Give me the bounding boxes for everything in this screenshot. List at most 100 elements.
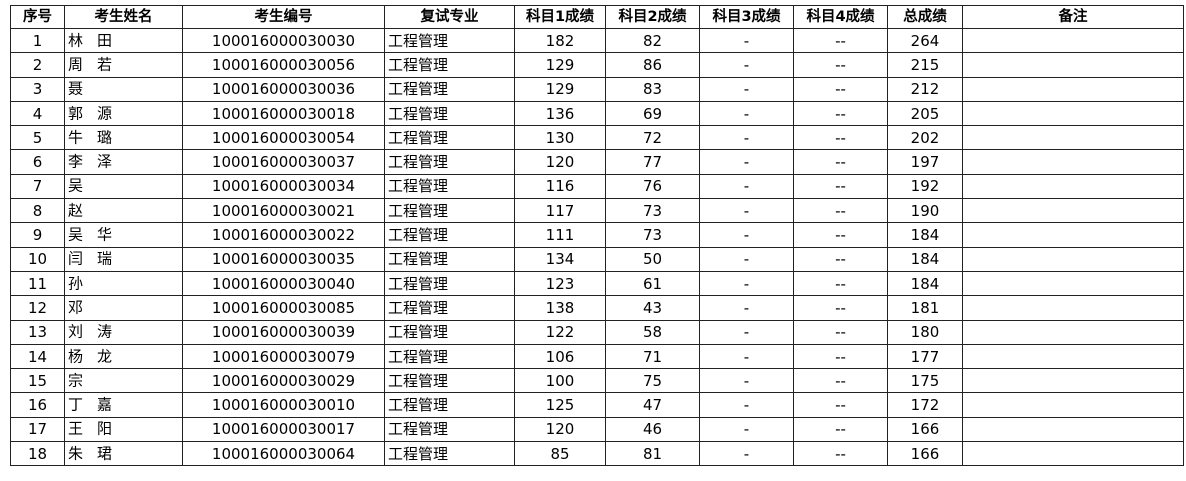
given-name: 嘉 [97, 395, 113, 414]
cell-subject4: -- [793, 100, 888, 127]
cell-total: 180 [887, 319, 963, 345]
cell-subject4: -- [793, 416, 888, 443]
cell-subject4: -- [793, 198, 888, 224]
header-subject1: 科目1成绩 [514, 5, 606, 29]
cell-total: 197 [887, 149, 963, 175]
cell-subject1: 116 [514, 173, 606, 200]
given-name: 瑞 [97, 249, 113, 268]
cell-id: 100016000030085 [182, 295, 385, 321]
surname: 杨 [68, 347, 84, 365]
name-mask [83, 176, 98, 197]
cell-subject2: 77 [605, 149, 700, 175]
cell-major: 工程管理 [384, 319, 515, 345]
cell-note [962, 392, 1184, 418]
cell-id: 100016000030018 [182, 100, 385, 127]
cell-seq: 5 [10, 125, 65, 151]
cell-total: 192 [887, 173, 963, 200]
cell-total: 166 [887, 416, 963, 443]
name-mask [83, 103, 98, 124]
name-mask [83, 127, 98, 148]
cell-name: 牛璐 [64, 125, 183, 151]
cell-subject1: 129 [514, 76, 606, 102]
cell-total: 172 [887, 392, 963, 418]
name-mask [83, 54, 98, 75]
cell-note [962, 319, 1184, 345]
score-table: 序号 考生姓名 考生编号 复试专业 科目1成绩 科目2成绩 科目3成绩 科目4成绩 总成绩 备注 … [10, 5, 1184, 467]
cell-major: 工程管理 [384, 416, 515, 443]
cell-subject3: - [699, 76, 794, 102]
cell-major: 工程管理 [384, 246, 515, 272]
surname: 闫 [68, 249, 84, 268]
name-mask [83, 225, 98, 246]
name-mask [83, 249, 98, 270]
cell-id: 100016000030037 [182, 149, 385, 175]
cell-name: 丁嘉 [64, 392, 183, 418]
table-row: 8 赵 100016000030021 工程管理 117 73- -- 190 [10, 198, 1184, 224]
cell-subject1: 138 [514, 295, 606, 321]
cell-id: 100016000030039 [182, 319, 385, 345]
header-id: 考生编号 [182, 5, 385, 29]
header-seq: 序号 [10, 5, 65, 29]
cell-major: 工程管理 [384, 149, 515, 175]
name-mask [83, 443, 98, 464]
table-row: 2 周若 100016000030056 工程管理 129 86- -- 215 [10, 52, 1184, 78]
cell-subject2: 75 [605, 368, 700, 394]
surname: 聂 [68, 79, 84, 98]
cell-subject1: 136 [514, 100, 606, 127]
cell-major: 工程管理 [384, 100, 515, 127]
given-name: 阳 [97, 419, 113, 438]
cell-note [962, 149, 1184, 175]
cell-major: 工程管理 [384, 270, 515, 297]
table-row: 12 邓 100016000030085 工程管理 138 43- -- 181 [10, 295, 1184, 321]
cell-name: 王阳 [64, 416, 183, 443]
cell-name: 林田 [64, 27, 183, 54]
cell-subject4: -- [793, 441, 888, 467]
cell-subject3: - [699, 392, 794, 418]
cell-seq: 7 [10, 173, 65, 200]
cell-total: 184 [887, 222, 963, 248]
cell-total: 175 [887, 368, 963, 394]
header-subject3: 科目3成绩 [699, 5, 794, 29]
cell-id: 100016000030010 [182, 392, 385, 418]
cell-major: 工程管理 [384, 441, 515, 467]
cell-subject1: 134 [514, 246, 606, 272]
surname: 朱 [68, 444, 84, 463]
surname: 吴 [68, 225, 84, 244]
cell-subject1: 130 [514, 125, 606, 151]
given-name: 涛 [97, 322, 113, 341]
cell-subject3: - [699, 222, 794, 248]
table-row: 7 吴 100016000030034 工程管理 116 76- -- 192 [10, 173, 1184, 200]
cell-note [962, 27, 1184, 54]
cell-name: 聂 [64, 76, 183, 102]
cell-subject4: -- [793, 76, 888, 102]
surname: 李 [68, 152, 84, 171]
cell-subject4: -- [793, 52, 888, 78]
table-row: 14 杨龙 100016000030079 工程管理 106 71- -- 177 [10, 343, 1184, 370]
table-row: 17 王阳 100016000030017 工程管理 120 46- -- 166 [10, 416, 1184, 443]
surname: 王 [68, 419, 84, 438]
table-row: 15 宗 100016000030029 工程管理 100 75- -- 175 [10, 368, 1184, 394]
cell-id: 100016000030040 [182, 270, 385, 297]
cell-subject2: 43 [605, 295, 700, 321]
cell-subject3: - [699, 441, 794, 467]
table-row: 10 闫瑞 100016000030035 工程管理 134 50- -- 184 [10, 246, 1184, 272]
cell-subject2: 82 [605, 27, 700, 54]
cell-seq: 8 [10, 198, 65, 224]
cell-id: 100016000030056 [182, 52, 385, 78]
cell-name: 杨龙 [64, 343, 183, 370]
surname: 宗 [68, 371, 84, 390]
cell-seq: 3 [10, 76, 65, 102]
cell-subject3: - [699, 27, 794, 54]
header-note: 备注 [962, 5, 1184, 29]
cell-subject4: -- [793, 392, 888, 418]
header-subject4: 科目4成绩 [793, 5, 888, 29]
cell-total: 184 [887, 246, 963, 272]
cell-subject3: - [699, 246, 794, 272]
surname: 周 [68, 55, 84, 74]
cell-subject4: -- [793, 270, 888, 297]
given-name: 田 [97, 31, 113, 50]
table-row: 4 郭源 100016000030018 工程管理 136 69- -- 205 [10, 100, 1184, 127]
cell-subject3: - [699, 173, 794, 200]
surname: 牛 [68, 128, 84, 147]
cell-subject3: - [699, 198, 794, 224]
